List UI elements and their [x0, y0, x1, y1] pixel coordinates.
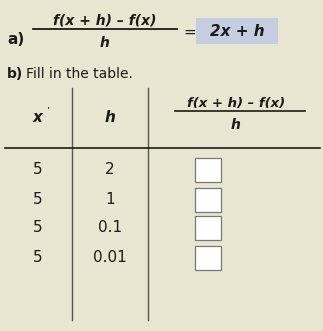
Text: 2: 2	[105, 163, 115, 177]
Text: Fill in the table.: Fill in the table.	[26, 67, 133, 81]
Text: x: x	[33, 111, 43, 125]
Bar	[195, 158, 221, 182]
Bar	[195, 188, 221, 212]
Bar	[195, 246, 221, 270]
Text: h: h	[105, 111, 115, 125]
Text: 1: 1	[105, 193, 115, 208]
Text: f(x + h) – f(x): f(x + h) – f(x)	[187, 97, 285, 110]
Text: b): b)	[7, 67, 23, 81]
Text: ’: ’	[47, 107, 49, 117]
Text: 5: 5	[33, 193, 43, 208]
Text: 5: 5	[33, 163, 43, 177]
Text: =: =	[183, 24, 196, 39]
Text: 0.1: 0.1	[98, 220, 122, 235]
Bar	[195, 216, 221, 240]
Text: h: h	[231, 118, 241, 132]
Text: 5: 5	[33, 251, 43, 265]
Text: 2x + h: 2x + h	[210, 24, 264, 39]
Text: h: h	[100, 36, 110, 50]
Text: 0.01: 0.01	[93, 251, 127, 265]
Bar	[196, 18, 278, 44]
Text: f(x + h) – f(x): f(x + h) – f(x)	[53, 13, 157, 27]
Text: a): a)	[7, 32, 24, 48]
Text: 5: 5	[33, 220, 43, 235]
